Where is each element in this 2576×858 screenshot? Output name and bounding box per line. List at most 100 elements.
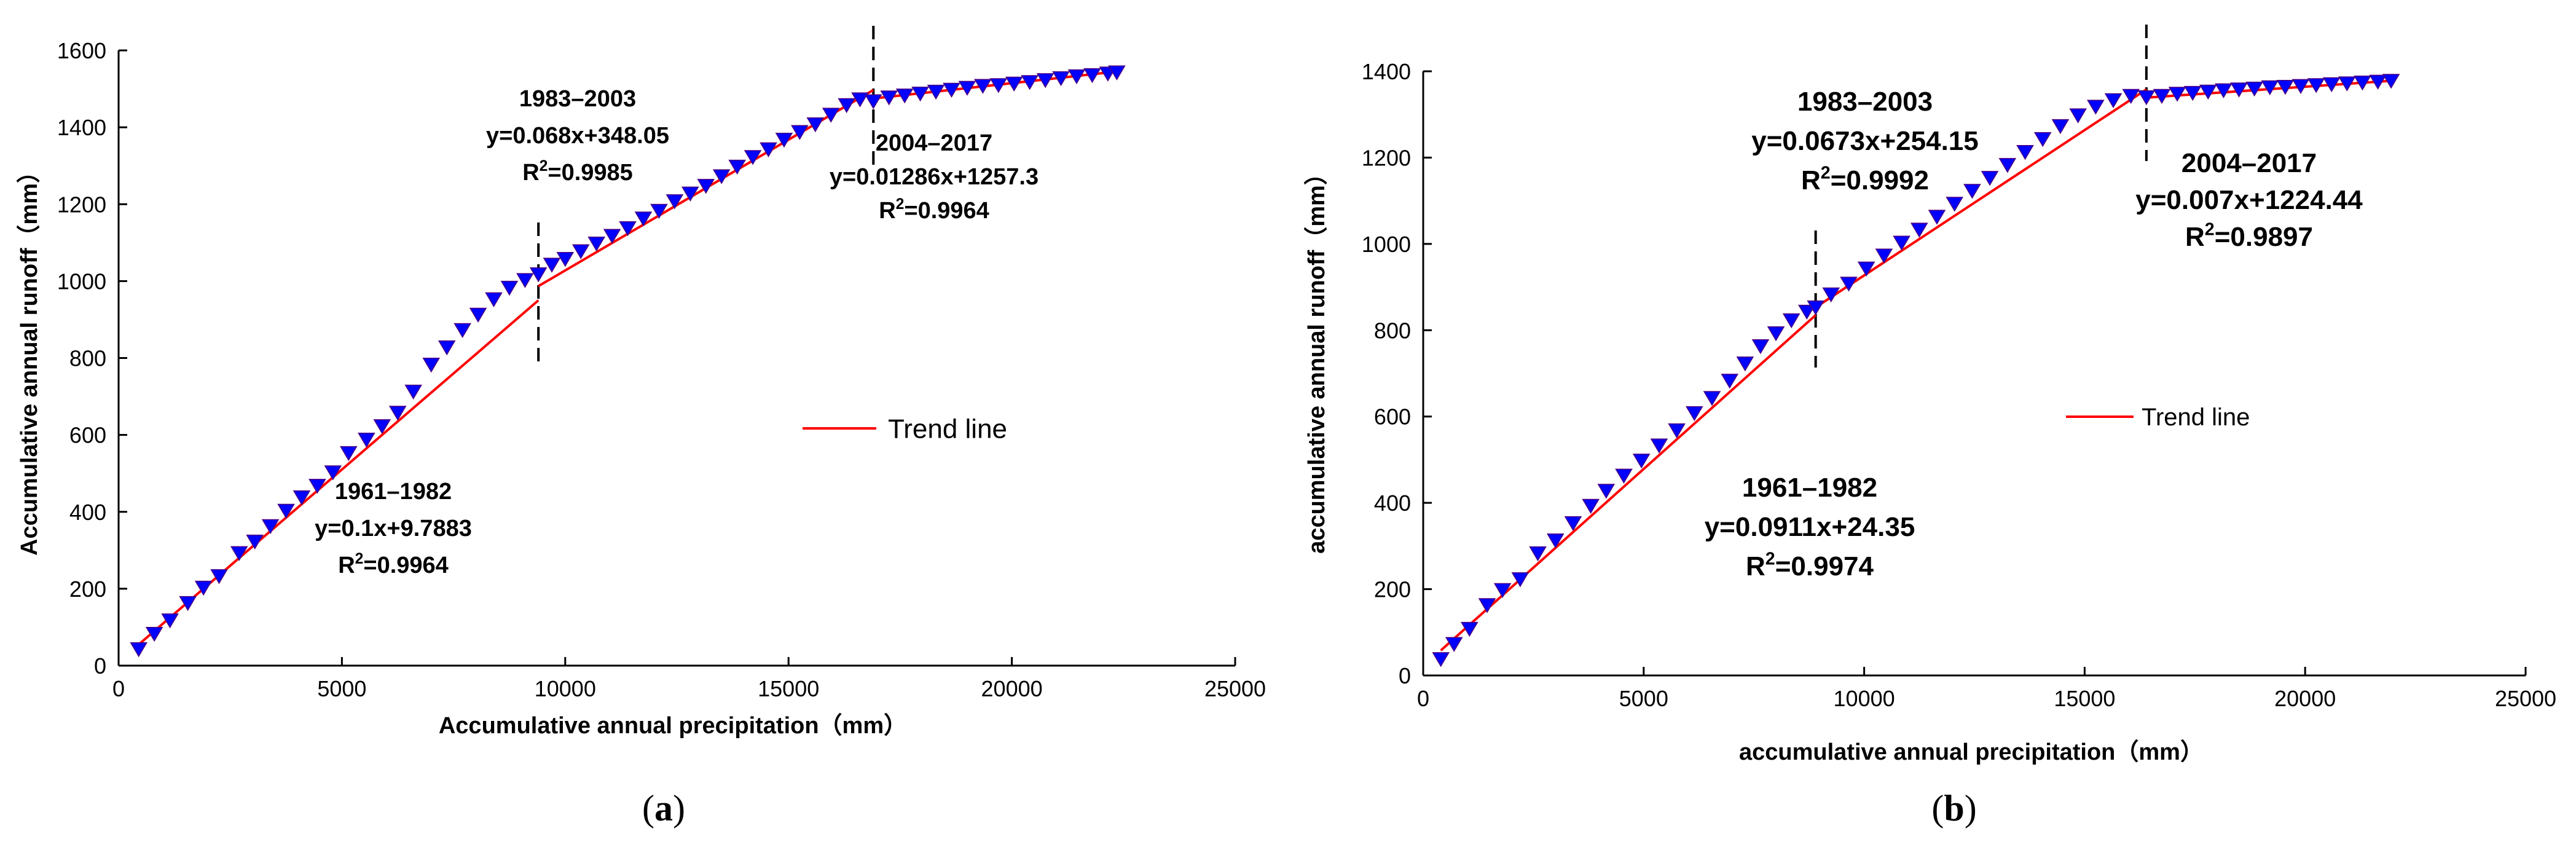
annotation-period: 1961–1982: [1742, 473, 1877, 503]
x-tick-label: 5000: [1619, 686, 1668, 711]
annotation-equation: y=0.068x+348.05: [486, 123, 669, 149]
panel-label: (b): [1931, 788, 1976, 828]
y-tick-label: 800: [69, 346, 106, 371]
data-point-marker: [634, 211, 653, 227]
data-point-marker: [1703, 391, 1721, 406]
data-point-marker: [2230, 82, 2248, 98]
chart-panel-a: 0 5000 10000 15000 20000 25000 0 200 400 600 800 10…: [17, 26, 1266, 739]
annotation-r-squared: R2=0.9974: [1746, 549, 1874, 581]
r-squared-symbol: R: [1801, 165, 1821, 195]
annotation-equation: y=0.1x+9.7883: [315, 516, 472, 541]
data-point-marker: [161, 613, 179, 629]
trend-line-segment: [1815, 88, 2147, 309]
data-point-marker: [1910, 222, 1928, 238]
data-point-marker: [2322, 77, 2341, 93]
x-tick-label: 15000: [2054, 686, 2115, 711]
y-axis-label: Accumulative annual runoff（mm）: [17, 160, 42, 556]
annotation-period: 2004–2017: [2181, 148, 2317, 178]
r-squared-superscript: 2: [896, 196, 905, 213]
annotation-r-squared: R2=0.9897: [2185, 219, 2313, 252]
data-point-marker: [880, 90, 898, 106]
data-point-marker: [293, 490, 311, 506]
data-point-marker: [324, 465, 342, 481]
x-tick-label: 0: [112, 676, 125, 701]
r-squared-symbol: R: [1746, 551, 1765, 581]
data-point-marker: [974, 79, 992, 94]
data-point-marker: [1597, 484, 1616, 499]
data-point-marker: [1736, 356, 1754, 372]
y-tick-label: 800: [1374, 318, 1411, 343]
data-point-marker: [339, 446, 358, 462]
annotation-equation: y=0.0673x+254.15: [1751, 126, 1979, 156]
data-point-marker: [2354, 76, 2371, 91]
data-point-marker: [246, 534, 264, 550]
segment-annotation: 2004–2017 y=0.01286x+1257.3 R2=0.9964: [830, 130, 1039, 224]
annotation-period: 1961–1982: [335, 479, 452, 505]
data-point-marker: [1529, 546, 1547, 562]
data-point-marker: [130, 642, 148, 658]
panel-label: (a): [642, 788, 685, 828]
y-axis-label: accumulative annual runoff（mm）: [1304, 162, 1330, 554]
x-tick-label: 5000: [317, 676, 366, 701]
y-tick-label: 400: [1374, 490, 1411, 516]
r-squared-superscript: 2: [2205, 219, 2215, 239]
y-tick-label: 0: [1399, 663, 1411, 688]
r-squared-value: =0.9897: [2215, 222, 2313, 252]
segment-annotation: 1983–2003 y=0.068x+348.05 R2=0.9985: [486, 86, 669, 186]
data-point-marker: [1998, 158, 2017, 173]
data-point-marker: [851, 92, 869, 108]
r-squared-value: =0.9964: [904, 198, 989, 224]
data-point-marker: [838, 98, 855, 114]
annotation-r-squared: R2=0.9964: [338, 551, 449, 578]
y-tick-label: 1200: [57, 192, 106, 217]
data-point-marker: [1963, 184, 1981, 199]
legend: Trend line: [803, 414, 1007, 444]
data-point-marker: [2104, 93, 2122, 109]
r-squared-symbol: R: [2185, 222, 2205, 252]
data-point-marker: [927, 84, 945, 100]
data-point-marker: [1083, 68, 1101, 84]
r-squared-symbol: R: [522, 160, 539, 186]
data-point-marker: [1108, 65, 1126, 81]
r-squared-value: =0.9985: [548, 160, 632, 186]
data-point-marker: [1875, 248, 1893, 264]
data-point-marker: [261, 519, 280, 535]
data-point-marker: [485, 292, 503, 308]
data-point-marker: [1721, 374, 1739, 389]
x-axis-label: Accumulative annual precipitation（mm）: [439, 713, 907, 739]
data-point-marker: [308, 479, 326, 494]
data-point-marker: [681, 186, 699, 202]
r-squared-superscript: 2: [355, 551, 364, 567]
annotation-equation: y=0.007x+1224.44: [2135, 185, 2363, 215]
data-point-marker: [587, 236, 605, 252]
data-point-marker: [619, 221, 637, 237]
data-point-marker: [2215, 83, 2232, 98]
annotation-period: 1983–2003: [519, 86, 636, 112]
data-point-marker: [1546, 533, 1565, 549]
data-point-marker: [2199, 84, 2217, 100]
data-point-marker: [791, 125, 809, 140]
data-point-marker: [556, 251, 575, 267]
data-point-marker: [1946, 197, 1964, 212]
data-point-marker: [1782, 313, 1800, 329]
data-point-marker: [1650, 438, 1668, 454]
data-point-marker: [2016, 145, 2034, 160]
data-point-marker: [404, 384, 422, 400]
data-point-marker: [1036, 73, 1054, 89]
r-squared-symbol: R: [879, 198, 895, 224]
data-point-marker: [1478, 598, 1496, 613]
y-tick-label: 200: [1374, 577, 1411, 602]
legend: Trend line: [2066, 404, 2250, 431]
data-point-marker: [2382, 74, 2400, 89]
segment-annotation: 1961–1982 y=0.0911x+24.35 R2=0.9974: [1705, 473, 1915, 581]
data-point-marker: [516, 273, 534, 288]
data-point-marker: [2261, 80, 2279, 96]
data-point-marker: [895, 89, 914, 104]
data-point-marker: [1615, 468, 1633, 484]
r-squared-superscript: 2: [1765, 549, 1775, 569]
annotation-period: 2004–2017: [876, 130, 992, 156]
segment-annotation: 1961–1982 y=0.1x+9.7883 R2=0.9964: [315, 479, 472, 578]
data-point-marker: [571, 244, 590, 259]
segment-annotation: 2004–2017 y=0.007x+1224.44 R2=0.9897: [2135, 148, 2363, 252]
data-point-marker: [1751, 339, 1770, 355]
